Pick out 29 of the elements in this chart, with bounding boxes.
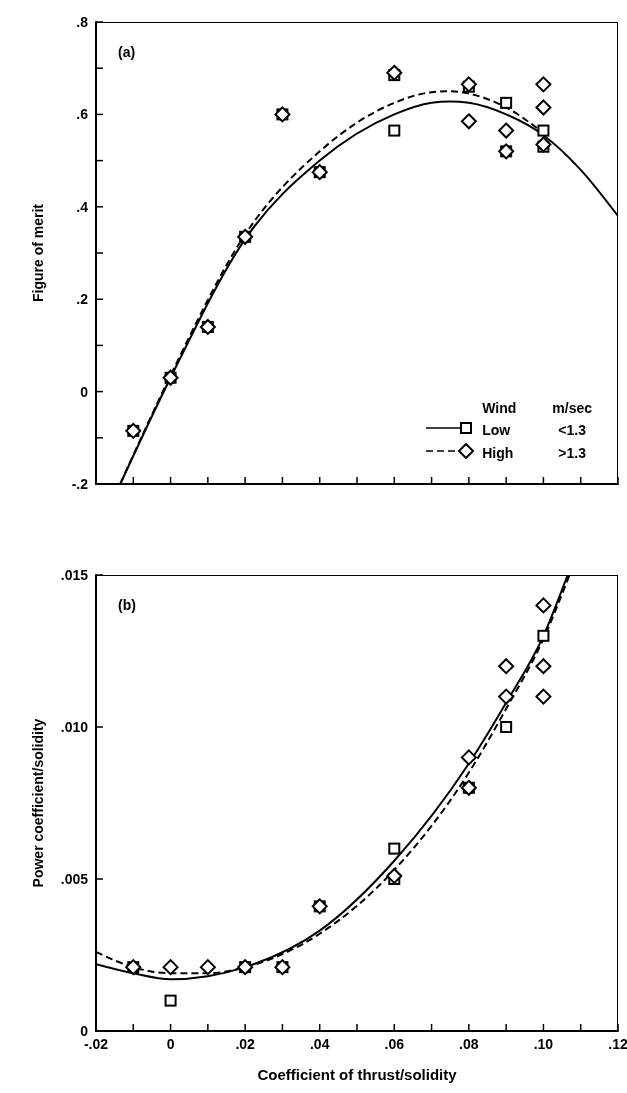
y-tick-label: .8	[76, 14, 89, 30]
x-axis-title: Coefficient of thrust/solidity	[256, 1066, 458, 1083]
y-tick-label: .6	[76, 106, 89, 123]
legend-label: High	[481, 443, 515, 463]
annotation: >1.3	[557, 443, 587, 463]
x-tick-label: .10	[533, 1036, 554, 1052]
x-tick-label: .08	[459, 1036, 479, 1052]
x-tick-label: .04	[309, 1036, 330, 1052]
annotation: (b)	[118, 597, 136, 613]
y-tick-label: .4	[76, 198, 89, 215]
x-tick-label: .06	[384, 1036, 405, 1052]
annotation: <1.3	[557, 420, 587, 440]
y-tick-label: 0	[80, 383, 89, 400]
y-tick-label: .010	[60, 719, 89, 735]
y-tick-label: .005	[60, 871, 89, 887]
y-axis-title: Power coefficient/solidity	[30, 718, 46, 888]
legend-label: Low	[481, 420, 512, 440]
x-tick-label: -.02	[83, 1036, 109, 1052]
annotation: m/sec	[551, 399, 593, 418]
x-tick-label: .12	[608, 1036, 627, 1052]
y-axis-title: Figure of merit	[30, 203, 46, 303]
y-tick-label: 0	[80, 1023, 89, 1039]
x-tick-label: .02	[235, 1036, 256, 1052]
y-tick-label: .015	[60, 567, 89, 583]
y-tick-label: -.2	[71, 476, 89, 492]
x-tick-label: 0	[166, 1036, 175, 1052]
y-tick-label: .2	[76, 291, 89, 308]
annotation: (a)	[118, 44, 136, 60]
legend-title: Wind	[481, 399, 518, 418]
